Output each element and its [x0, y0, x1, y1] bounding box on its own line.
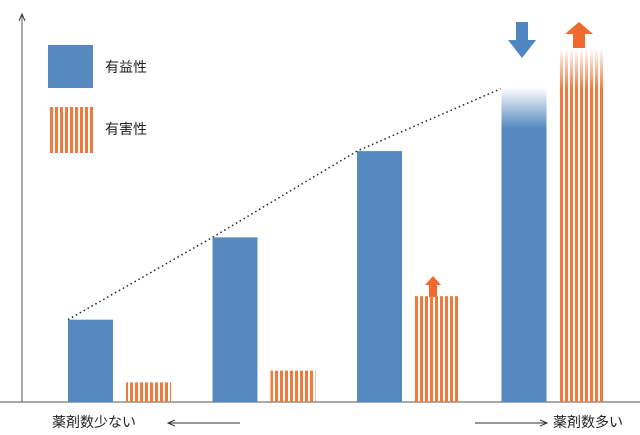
x-label-right: 薬剤数多い	[553, 414, 623, 431]
up-arrow	[565, 22, 593, 48]
bar	[357, 151, 402, 402]
bar	[559, 49, 605, 402]
bar	[212, 237, 258, 402]
legend-label: 有害性	[105, 122, 147, 138]
bar-fade	[500, 87, 548, 129]
bar	[270, 370, 316, 402]
bar	[501, 88, 547, 403]
down-arrow	[508, 22, 536, 58]
legend-swatch	[48, 45, 93, 88]
bar	[415, 296, 460, 402]
legend-swatch	[48, 107, 93, 153]
bar	[126, 382, 171, 402]
legend-label: 有益性	[105, 60, 147, 76]
x-label-left: 薬剤数少ない	[52, 415, 136, 431]
up-arrow	[425, 276, 441, 297]
bar-fade	[558, 48, 606, 90]
bar	[68, 319, 113, 402]
